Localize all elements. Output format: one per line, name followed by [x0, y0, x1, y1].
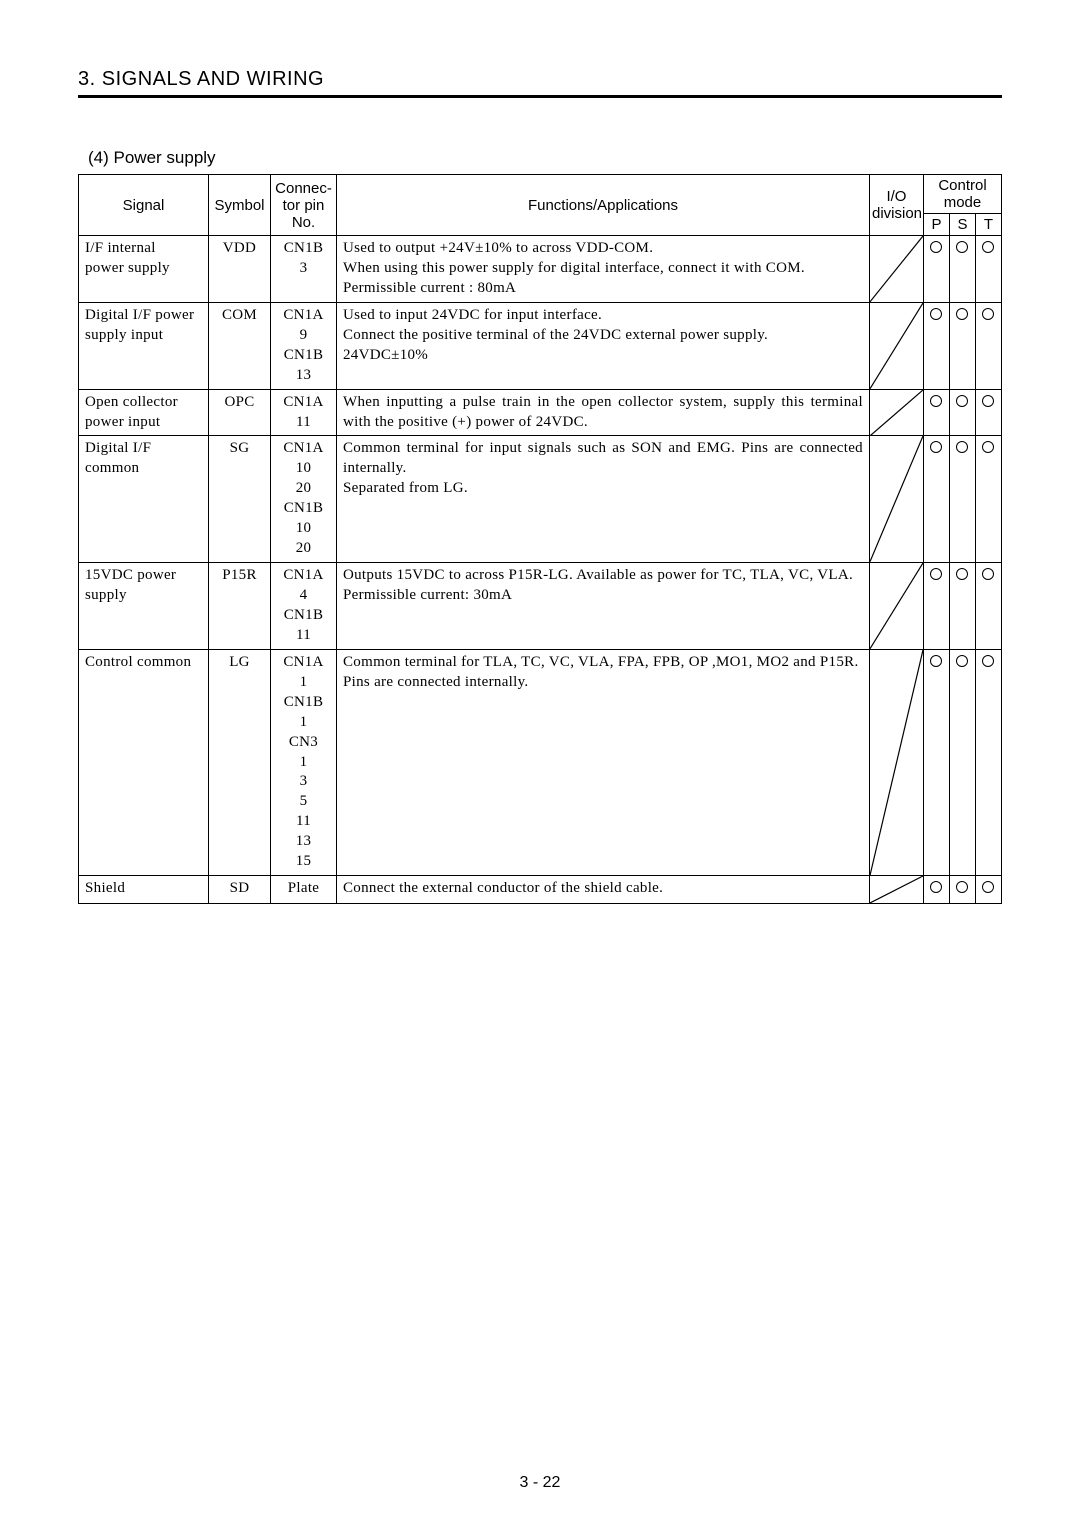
table-row: 15VDC power supplyP15RCN1A 4 CN1B 11Outp… — [79, 563, 1002, 650]
circle-icon — [956, 441, 968, 453]
header-control-mode: Control mode — [923, 175, 1001, 214]
connector-cell: CN1A 4 CN1B 11 — [271, 563, 337, 650]
function-cell: Used to output +24V±10% to across VDD-CO… — [337, 236, 870, 303]
circle-icon — [982, 395, 994, 407]
circle-icon — [930, 568, 942, 580]
table-row: Control commonLGCN1A 1 CN1B 1 CN3 1 3 5 … — [79, 649, 1002, 875]
mode-p-cell — [923, 563, 949, 650]
table-row: Digital I/F commonSGCN1A 10 20 CN1B 10 2… — [79, 436, 1002, 563]
circle-icon — [982, 568, 994, 580]
header-s: S — [949, 214, 975, 236]
mode-t-cell — [975, 302, 1001, 389]
circle-icon — [930, 881, 942, 893]
mode-t-cell — [975, 876, 1001, 904]
mode-p-cell — [923, 876, 949, 904]
header-connector: Connec- tor pin No. — [271, 175, 337, 236]
table-row: Open collector power inputOPCCN1A 11When… — [79, 389, 1002, 436]
io-division-cell — [869, 649, 923, 875]
function-cell: Common terminal for input signals such a… — [337, 436, 870, 563]
mode-s-cell — [949, 649, 975, 875]
circle-icon — [982, 655, 994, 667]
mode-p-cell — [923, 649, 949, 875]
signal-cell: Shield — [79, 876, 209, 904]
header-functions: Functions/Applications — [337, 175, 870, 236]
connector-cell: CN1B 3 — [271, 236, 337, 303]
signal-cell: I/F internal power supply — [79, 236, 209, 303]
io-division-cell — [869, 563, 923, 650]
mode-t-cell — [975, 649, 1001, 875]
connector-cell: Plate — [271, 876, 337, 904]
mode-p-cell — [923, 302, 949, 389]
connector-cell: CN1A 1 CN1B 1 CN3 1 3 5 11 13 15 — [271, 649, 337, 875]
mode-t-cell — [975, 436, 1001, 563]
symbol-cell: LG — [209, 649, 271, 875]
signal-cell: Open collector power input — [79, 389, 209, 436]
page-number: 3 - 22 — [0, 1474, 1080, 1492]
mode-s-cell — [949, 236, 975, 303]
connector-cell: CN1A 11 — [271, 389, 337, 436]
header-symbol: Symbol — [209, 175, 271, 236]
symbol-cell: P15R — [209, 563, 271, 650]
connector-cell: CN1A 10 20 CN1B 10 20 — [271, 436, 337, 563]
circle-icon — [956, 241, 968, 253]
table-row: I/F internal power supplyVDDCN1B 3Used t… — [79, 236, 1002, 303]
circle-icon — [982, 241, 994, 253]
table-row: Digital I/F power supply inputCOMCN1A 9 … — [79, 302, 1002, 389]
mode-t-cell — [975, 389, 1001, 436]
circle-icon — [956, 568, 968, 580]
header-io: I/O division — [869, 175, 923, 236]
function-cell: Common terminal for TLA, TC, VC, VLA, FP… — [337, 649, 870, 875]
mode-p-cell — [923, 236, 949, 303]
mode-s-cell — [949, 436, 975, 563]
signal-cell: Control common — [79, 649, 209, 875]
io-division-cell — [869, 389, 923, 436]
io-division-cell — [869, 876, 923, 904]
connector-cell: CN1A 9 CN1B 13 — [271, 302, 337, 389]
io-division-cell — [869, 436, 923, 563]
header-signal: Signal — [79, 175, 209, 236]
mode-p-cell — [923, 436, 949, 563]
io-division-cell — [869, 302, 923, 389]
sub-title: (4) Power supply — [88, 148, 1002, 168]
io-division-cell — [869, 236, 923, 303]
table-row: ShieldSDPlateConnect the external conduc… — [79, 876, 1002, 904]
circle-icon — [930, 308, 942, 320]
symbol-cell: COM — [209, 302, 271, 389]
circle-icon — [982, 441, 994, 453]
function-cell: Outputs 15VDC to across P15R-LG. Availab… — [337, 563, 870, 650]
circle-icon — [956, 655, 968, 667]
mode-s-cell — [949, 389, 975, 436]
circle-icon — [982, 308, 994, 320]
circle-icon — [930, 441, 942, 453]
function-cell: Connect the external conductor of the sh… — [337, 876, 870, 904]
mode-s-cell — [949, 876, 975, 904]
function-cell: When inputting a pulse train in the open… — [337, 389, 870, 436]
power-supply-table: Signal Symbol Connec- tor pin No. Functi… — [78, 174, 1002, 904]
symbol-cell: OPC — [209, 389, 271, 436]
circle-icon — [930, 655, 942, 667]
signal-cell: 15VDC power supply — [79, 563, 209, 650]
mode-s-cell — [949, 302, 975, 389]
mode-t-cell — [975, 236, 1001, 303]
circle-icon — [956, 308, 968, 320]
symbol-cell: VDD — [209, 236, 271, 303]
circle-icon — [982, 881, 994, 893]
mode-p-cell — [923, 389, 949, 436]
circle-icon — [956, 881, 968, 893]
header-p: P — [923, 214, 949, 236]
circle-icon — [930, 395, 942, 407]
symbol-cell: SG — [209, 436, 271, 563]
signal-cell: Digital I/F common — [79, 436, 209, 563]
circle-icon — [956, 395, 968, 407]
function-cell: Used to input 24VDC for input interface.… — [337, 302, 870, 389]
circle-icon — [930, 241, 942, 253]
signal-cell: Digital I/F power supply input — [79, 302, 209, 389]
mode-s-cell — [949, 563, 975, 650]
mode-t-cell — [975, 563, 1001, 650]
symbol-cell: SD — [209, 876, 271, 904]
section-title: 3. SIGNALS AND WIRING — [78, 68, 1002, 98]
header-t: T — [975, 214, 1001, 236]
